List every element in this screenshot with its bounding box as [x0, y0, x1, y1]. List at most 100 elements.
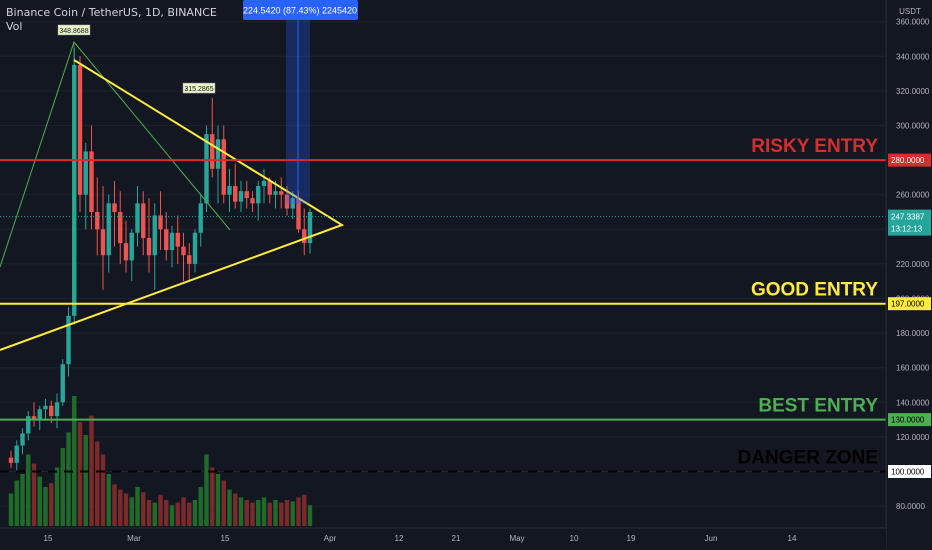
time-tick-label: 10	[570, 534, 579, 543]
volume-bar	[49, 483, 54, 526]
candle-body	[112, 203, 117, 212]
volume-bar	[164, 500, 169, 526]
price-tick-label: 180.0000	[896, 329, 930, 338]
chart-header: Binance Coin / TetherUS, 1D, BINANCE Vol	[6, 6, 217, 34]
level-price-tag	[888, 413, 931, 427]
candle-body	[256, 186, 261, 204]
high-marker-box	[182, 82, 216, 94]
level-price-tag-label: 197.0000	[891, 300, 925, 309]
candle-body	[31, 416, 37, 420]
candle-body	[164, 229, 169, 251]
volume-bar	[14, 480, 19, 526]
last-price-tag	[888, 209, 931, 236]
candle-body	[106, 203, 111, 256]
candle-body	[54, 402, 60, 417]
volume-indicator-label[interactable]: Vol	[6, 20, 23, 33]
level-price-tag-label: 280.0000	[891, 156, 925, 165]
volume-bar	[175, 502, 180, 526]
volume-bar	[267, 502, 272, 526]
volume-bar	[8, 493, 14, 526]
measure-label: 224.5420 (87.43%) 2245420	[243, 6, 357, 16]
volume-bar	[95, 441, 100, 526]
price-tick-label: 300.0000	[896, 122, 930, 131]
volume-bar	[83, 435, 88, 526]
level-price-tag	[888, 465, 931, 478]
triangle-pattern	[0, 59, 345, 351]
symbol-title[interactable]: Binance Coin / TetherUS, 1D, BINANCE	[6, 6, 217, 19]
candle-body	[158, 215, 163, 230]
volume-bar	[100, 454, 106, 526]
time-tick-label: May	[509, 534, 524, 543]
candle-body	[129, 232, 134, 261]
candle-body	[273, 191, 278, 195]
volume-bar	[221, 480, 226, 526]
time-tick-label: 15	[44, 534, 53, 543]
volume-bar	[244, 500, 249, 526]
candle-body	[175, 232, 180, 247]
time-axis-background	[0, 528, 886, 550]
candle-body	[118, 212, 123, 244]
markers: 348.8688 315.2865	[57, 24, 216, 94]
last-price-label: 247.3387	[891, 213, 925, 222]
candle-body	[233, 186, 238, 202]
time-tick-label: Jun	[705, 534, 718, 543]
time-tick-label: Mar	[127, 534, 141, 543]
candle-body	[146, 237, 152, 256]
candle-body	[60, 364, 65, 403]
candle-body	[26, 416, 31, 434]
price-tick-label: 360.0000	[896, 18, 930, 27]
volume-bar	[290, 501, 295, 526]
volume-bar	[135, 487, 140, 526]
candle-body	[20, 433, 25, 446]
volume-bars	[8, 396, 313, 526]
volume-bar	[204, 454, 209, 526]
price-axis-background	[886, 0, 932, 550]
volume-bar	[106, 474, 111, 526]
currency-label: USDT	[899, 7, 921, 16]
volume-bar	[66, 432, 71, 526]
candle-body	[192, 232, 198, 264]
time-tick-label: Apr	[324, 534, 337, 543]
level-label: DANGER ZONE	[738, 448, 878, 469]
candle-body	[267, 180, 272, 195]
volume-bar	[296, 497, 301, 526]
volume-bar	[210, 467, 215, 526]
candle-body	[43, 405, 48, 410]
candle-body	[37, 409, 42, 420]
candle-body	[83, 151, 88, 195]
price-tick-label: 160.0000	[896, 364, 930, 373]
volume-bar	[129, 497, 134, 526]
countdown-label: 13:12:13	[891, 225, 923, 234]
time-tick-label: 14	[788, 534, 797, 543]
volume-bar	[118, 489, 123, 526]
price-tick-label: 80.0000	[896, 502, 925, 511]
volume-bar	[302, 494, 307, 526]
time-tick-label: 19	[627, 534, 636, 543]
candle-body	[49, 405, 54, 417]
volume-bar	[141, 492, 146, 526]
price-tick-label: 260.0000	[896, 191, 930, 200]
candle-body	[198, 203, 203, 233]
candle-body	[66, 315, 71, 365]
volume-bar	[89, 415, 94, 526]
volume-bar	[158, 494, 163, 526]
level-price-tag-label: 130.0000	[891, 416, 925, 425]
candle-body	[227, 186, 232, 195]
volume-bar	[261, 497, 267, 526]
candle-body	[152, 215, 157, 256]
volume-bar	[215, 474, 221, 526]
volume-bar	[112, 484, 117, 526]
candle-body	[95, 212, 100, 230]
candle-body	[290, 198, 295, 209]
candle-body	[250, 198, 255, 204]
volume-bar	[227, 489, 232, 526]
candle-body	[187, 255, 192, 264]
volume-bar	[187, 502, 192, 526]
level-lines: RISKY ENTRY GOOD ENTRY BEST ENTRY DANGER ZO…	[0, 136, 886, 473]
price-tick-label: 140.0000	[896, 398, 930, 407]
candle-body	[204, 134, 209, 204]
candle-body	[261, 180, 267, 187]
candle-body	[141, 203, 146, 238]
